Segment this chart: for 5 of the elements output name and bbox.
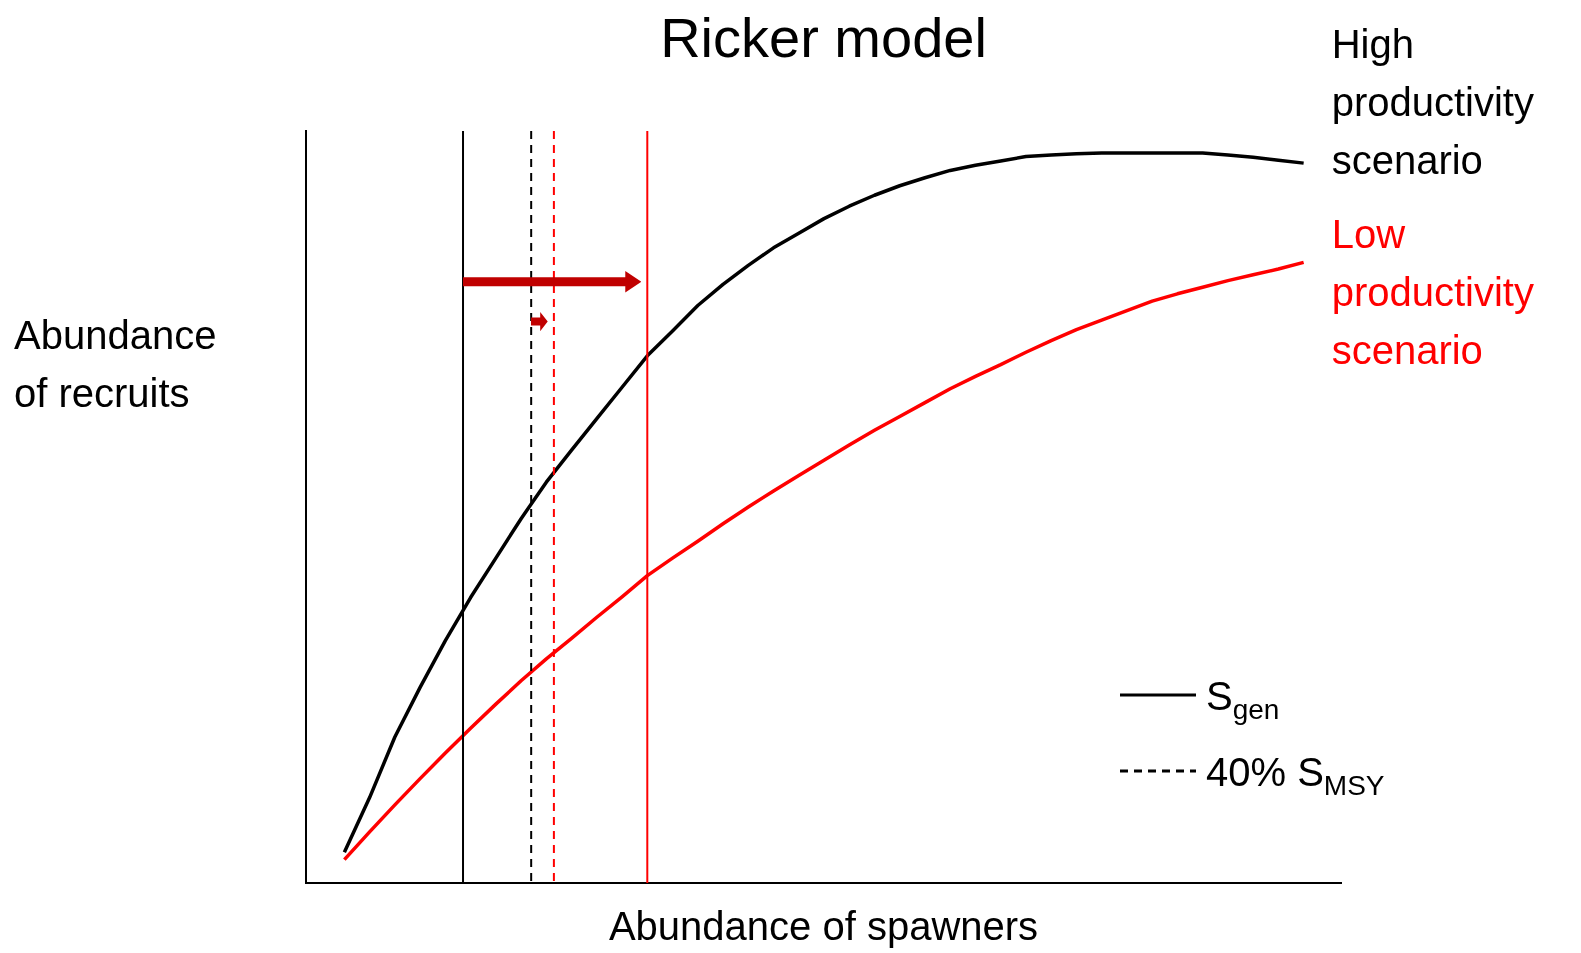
- series-label: High productivity scenario: [1331, 22, 1534, 183]
- series-label: Low productivity scenario: [1331, 212, 1534, 373]
- chart-title: Ricker model: [660, 6, 987, 70]
- x-axis-title: Abundance of spawners: [608, 904, 1039, 949]
- y-axis-title: Abundance of recruits: [14, 313, 217, 416]
